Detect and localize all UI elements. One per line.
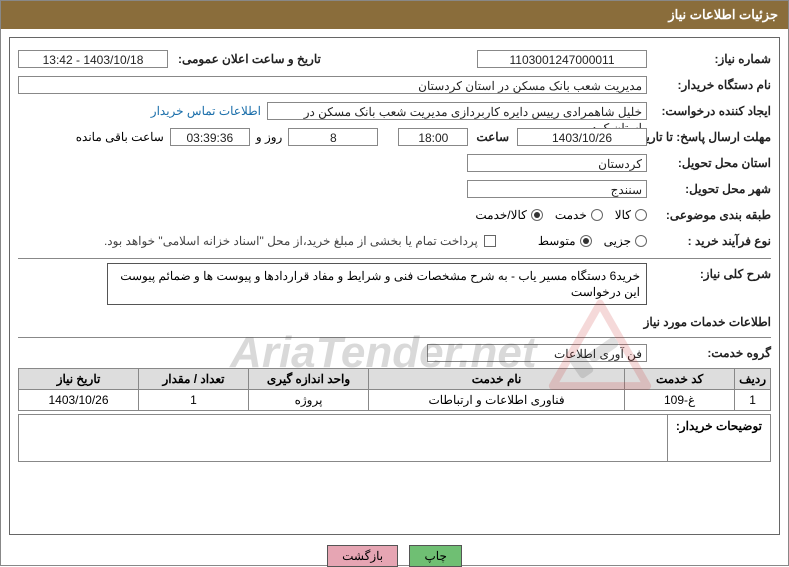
row-purchase-type: نوع فرآیند خرید : جزیی متوسط پرداخت تمام… — [18, 230, 771, 252]
header-bar: جزئیات اطلاعات نیاز — [1, 1, 788, 29]
services-table: ردیف کد خدمت نام خدمت واحد اندازه گیری ت… — [18, 368, 771, 411]
remarks-label: توضیحات خریدار: — [667, 415, 770, 461]
row-deadline: مهلت ارسال پاسخ: تا تاریخ: 1403/10/26 سا… — [18, 126, 771, 148]
divider-1 — [18, 258, 771, 259]
need-no-label: شماره نیاز: — [651, 52, 771, 66]
requester-label: ایجاد کننده درخواست: — [651, 104, 771, 118]
services-info-label: اطلاعات خدمات مورد نیاز — [644, 315, 771, 329]
requester-field: خلیل شاهمرادی رییس دایره کاربردازی مدیری… — [267, 102, 647, 120]
announce-field: 1403/10/18 - 13:42 — [18, 50, 168, 68]
row-need-no: شماره نیاز: 1103001247000011 تاریخ و ساع… — [18, 48, 771, 70]
td-date: 1403/10/26 — [19, 390, 139, 411]
row-province: استان محل تحویل: کردستان — [18, 152, 771, 174]
button-row: چاپ بازگشت — [1, 545, 788, 567]
time-remaining-field: 03:39:36 — [170, 128, 250, 146]
radio-goods-service[interactable]: کالا/خدمت — [475, 208, 542, 222]
content-panel: AriaTender.net شماره نیاز: 1103001247000… — [9, 37, 780, 535]
print-button[interactable]: چاپ — [409, 545, 461, 567]
remarks-body — [19, 415, 667, 461]
service-group-field: فن آوری اطلاعات — [427, 344, 647, 362]
buyer-contact-link[interactable]: اطلاعات تماس خریدار — [151, 104, 261, 118]
row-requester: ایجاد کننده درخواست: خلیل شاهمرادی رییس … — [18, 100, 771, 122]
radio-goods[interactable]: کالا — [615, 208, 647, 222]
need-no-field: 1103001247000011 — [477, 50, 647, 68]
radio-minor[interactable]: جزیی — [604, 234, 647, 248]
city-field: سنندج — [467, 180, 647, 198]
divider-2 — [18, 337, 771, 338]
remaining-word: ساعت باقی مانده — [76, 130, 164, 144]
window-frame: جزئیات اطلاعات نیاز AriaTender.net شماره… — [0, 0, 789, 566]
th-qty: تعداد / مقدار — [139, 369, 249, 390]
row-classification: طبقه بندی موضوعی: کالا خدمت کالا/خدمت — [18, 204, 771, 226]
radio-medium[interactable]: متوسط — [538, 234, 592, 248]
classification-label: طبقه بندی موضوعی: — [651, 208, 771, 222]
general-desc-label: شرح کلی نیاز: — [651, 263, 771, 281]
row-city: شهر محل تحویل: سنندج — [18, 178, 771, 200]
deadline-time-field: 18:00 — [398, 128, 468, 146]
days-word: روز و — [256, 130, 283, 144]
treasury-checkbox[interactable] — [484, 235, 496, 247]
buyer-org-label: نام دستگاه خریدار: — [651, 78, 771, 92]
td-code: غ-109 — [625, 390, 735, 411]
th-idx: ردیف — [735, 369, 771, 390]
row-services-info: اطلاعات خدمات مورد نیاز — [18, 311, 771, 333]
row-service-group: گروه خدمت: فن آوری اطلاعات — [18, 342, 771, 364]
row-general-desc: شرح کلی نیاز: خرید6 دستگاه مسیر یاب - به… — [18, 263, 771, 305]
header-title: جزئیات اطلاعات نیاز — [668, 7, 778, 22]
deadline-date-field: 1403/10/26 — [517, 128, 647, 146]
th-name: نام خدمت — [369, 369, 625, 390]
purchase-type-label: نوع فرآیند خرید : — [651, 234, 771, 248]
buyer-org-field: مدیریت شعب بانک مسکن در استان کردستان — [18, 76, 647, 94]
radio-service[interactable]: خدمت — [555, 208, 603, 222]
td-idx: 1 — [735, 390, 771, 411]
service-group-label: گروه خدمت: — [651, 346, 771, 360]
payment-note: پرداخت تمام یا بخشی از مبلغ خرید،از محل … — [104, 234, 478, 248]
th-date: تاریخ نیاز — [19, 369, 139, 390]
table-row: 1 غ-109 فناوری اطلاعات و ارتباطات پروژه … — [19, 390, 771, 411]
province-field: کردستان — [467, 154, 647, 172]
province-label: استان محل تحویل: — [651, 156, 771, 170]
remarks-box: توضیحات خریدار: — [18, 414, 771, 462]
row-buyer-org: نام دستگاه خریدار: مدیریت شعب بانک مسکن … — [18, 74, 771, 96]
th-code: کد خدمت — [625, 369, 735, 390]
back-button[interactable]: بازگشت — [327, 545, 398, 567]
days-remaining-field: 8 — [288, 128, 378, 146]
td-unit: پروژه — [249, 390, 369, 411]
th-unit: واحد اندازه گیری — [249, 369, 369, 390]
city-label: شهر محل تحویل: — [651, 182, 771, 196]
time-label: ساعت — [476, 130, 509, 144]
announce-label: تاریخ و ساعت اعلان عمومی: — [178, 52, 321, 66]
td-name: فناوری اطلاعات و ارتباطات — [369, 390, 625, 411]
td-qty: 1 — [139, 390, 249, 411]
deadline-label: مهلت ارسال پاسخ: تا تاریخ: — [651, 131, 771, 143]
table-header-row: ردیف کد خدمت نام خدمت واحد اندازه گیری ت… — [19, 369, 771, 390]
general-desc-field: خرید6 دستگاه مسیر یاب - به شرح مشخصات فن… — [107, 263, 647, 305]
